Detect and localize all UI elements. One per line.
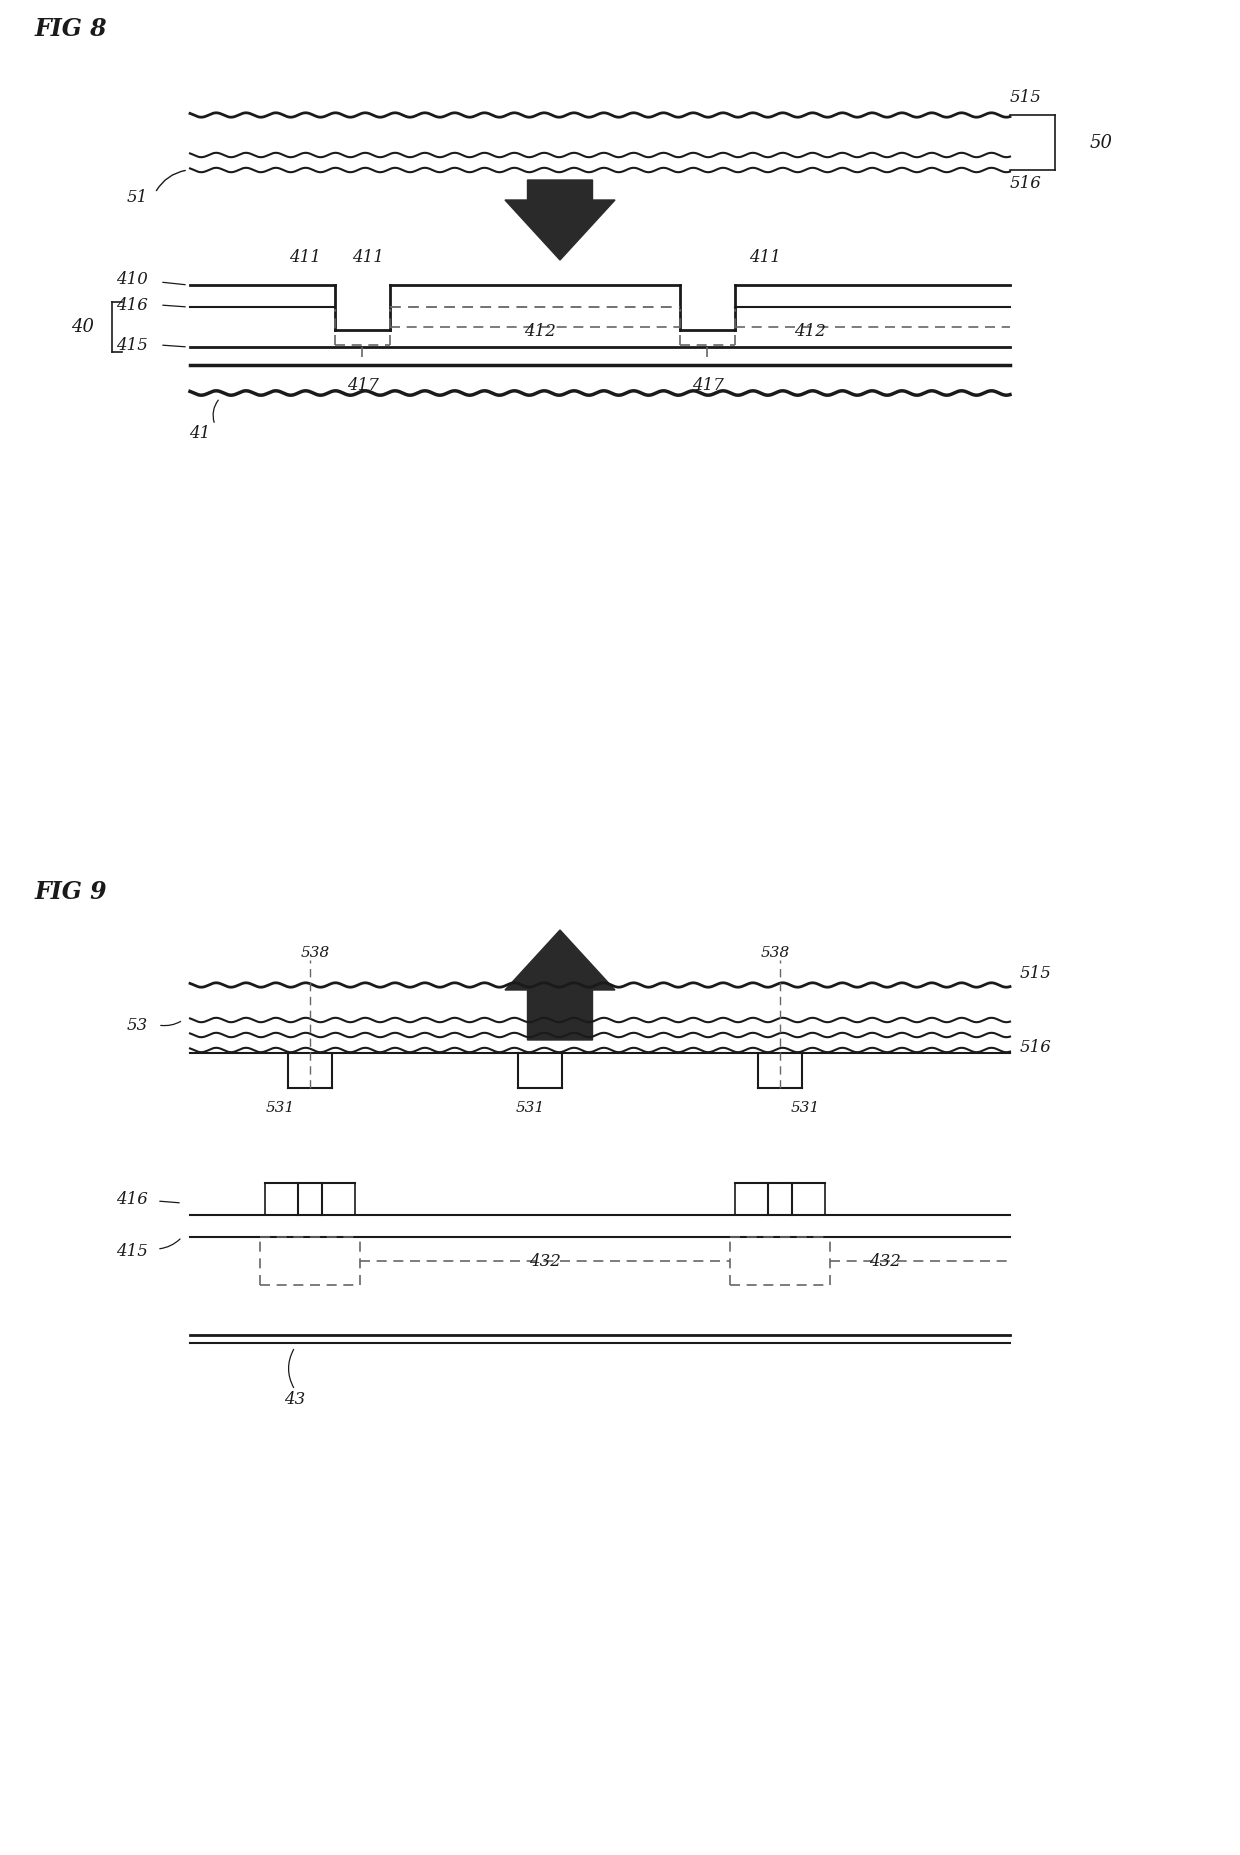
- Text: FIG 8: FIG 8: [35, 17, 108, 41]
- Text: 411: 411: [749, 249, 781, 265]
- Text: 411: 411: [352, 249, 383, 265]
- Text: 412: 412: [525, 323, 556, 339]
- Text: 410: 410: [117, 271, 148, 289]
- Text: 531: 531: [516, 1102, 544, 1115]
- Text: 416: 416: [117, 1191, 148, 1208]
- Text: 515: 515: [1021, 965, 1052, 981]
- Text: 41: 41: [190, 425, 211, 441]
- Text: 432: 432: [529, 1252, 560, 1269]
- Text: 538: 538: [760, 946, 790, 961]
- Text: FIG 9: FIG 9: [35, 879, 108, 903]
- Text: 432: 432: [869, 1252, 901, 1269]
- Text: 51: 51: [126, 189, 148, 206]
- Text: 415: 415: [117, 1243, 148, 1261]
- Text: 416: 416: [117, 297, 148, 313]
- Text: 50: 50: [1090, 134, 1114, 152]
- FancyArrow shape: [505, 929, 615, 1041]
- Text: 40: 40: [71, 317, 94, 336]
- Text: 412: 412: [794, 323, 826, 339]
- Text: 538: 538: [300, 946, 330, 961]
- Text: 53: 53: [126, 1017, 148, 1033]
- Text: 417: 417: [692, 377, 723, 393]
- Text: 417: 417: [346, 377, 378, 393]
- Text: 415: 415: [117, 336, 148, 354]
- Text: 411: 411: [289, 249, 321, 265]
- Text: 515: 515: [1011, 89, 1042, 106]
- Text: 531: 531: [790, 1102, 820, 1115]
- FancyArrow shape: [505, 180, 615, 260]
- Text: 516: 516: [1021, 1039, 1052, 1055]
- Text: 531: 531: [265, 1102, 295, 1115]
- Text: 516: 516: [1011, 176, 1042, 193]
- Text: 43: 43: [284, 1391, 305, 1408]
